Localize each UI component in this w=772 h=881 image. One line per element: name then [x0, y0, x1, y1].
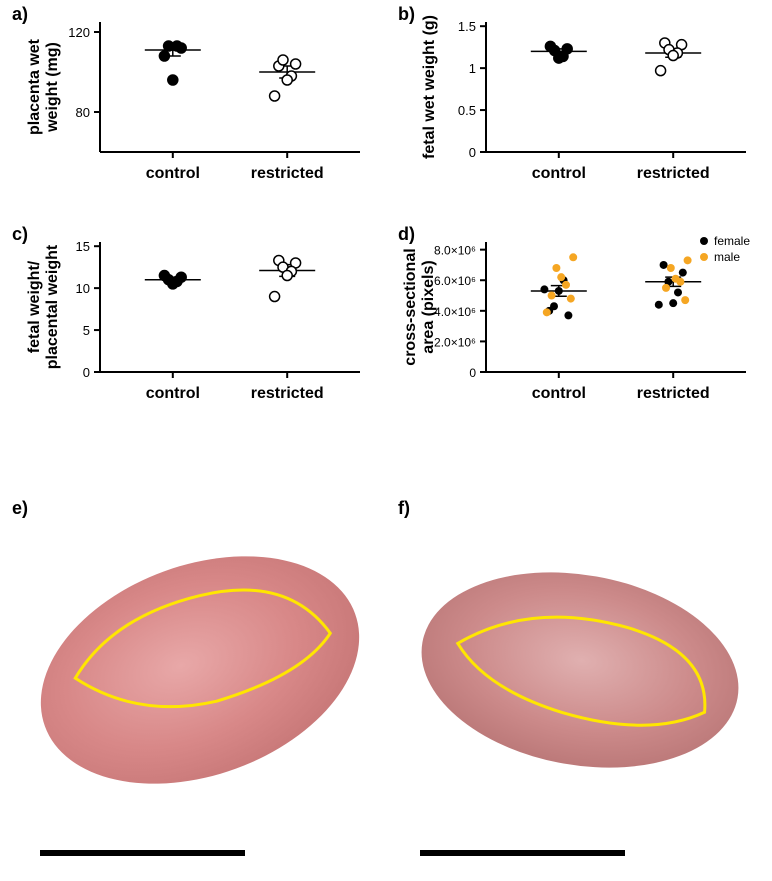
figure-root: a) b) c) d) e) f) 80120controlrestricted… [0, 0, 772, 881]
svg-text:area (pixels): area (pixels) [420, 260, 437, 353]
legend-male-label: male [714, 250, 740, 264]
scalebar-f [420, 850, 625, 856]
legend-female-dot [700, 237, 708, 245]
legend-male-dot [700, 253, 708, 261]
histology-e [25, 540, 375, 820]
svg-text:0: 0 [469, 366, 476, 380]
legend-female-label: female [714, 234, 750, 248]
svg-text:cross-sectional: cross-sectional [402, 248, 419, 365]
histology-f [410, 550, 750, 820]
svg-text:2.0×10⁶: 2.0×10⁶ [434, 335, 476, 349]
svg-text:restricted: restricted [637, 385, 710, 402]
svg-text:control: control [532, 385, 586, 402]
panel-e-label: e) [12, 498, 28, 519]
legend-d: female male [700, 234, 750, 266]
svg-text:6.0×10⁶: 6.0×10⁶ [434, 274, 476, 288]
svg-text:4.0×10⁶: 4.0×10⁶ [434, 305, 476, 319]
panel-f-label: f) [398, 498, 410, 519]
legend-female: female [700, 234, 750, 248]
svg-text:8.0×10⁶: 8.0×10⁶ [434, 244, 476, 258]
scalebar-e [40, 850, 245, 856]
chart-d: 0 2.0×10⁶ 4.0×10⁶ 6.0×10⁶ 8.0×10⁶ control rest… [0, 0, 772, 430]
legend-male: male [700, 250, 750, 264]
